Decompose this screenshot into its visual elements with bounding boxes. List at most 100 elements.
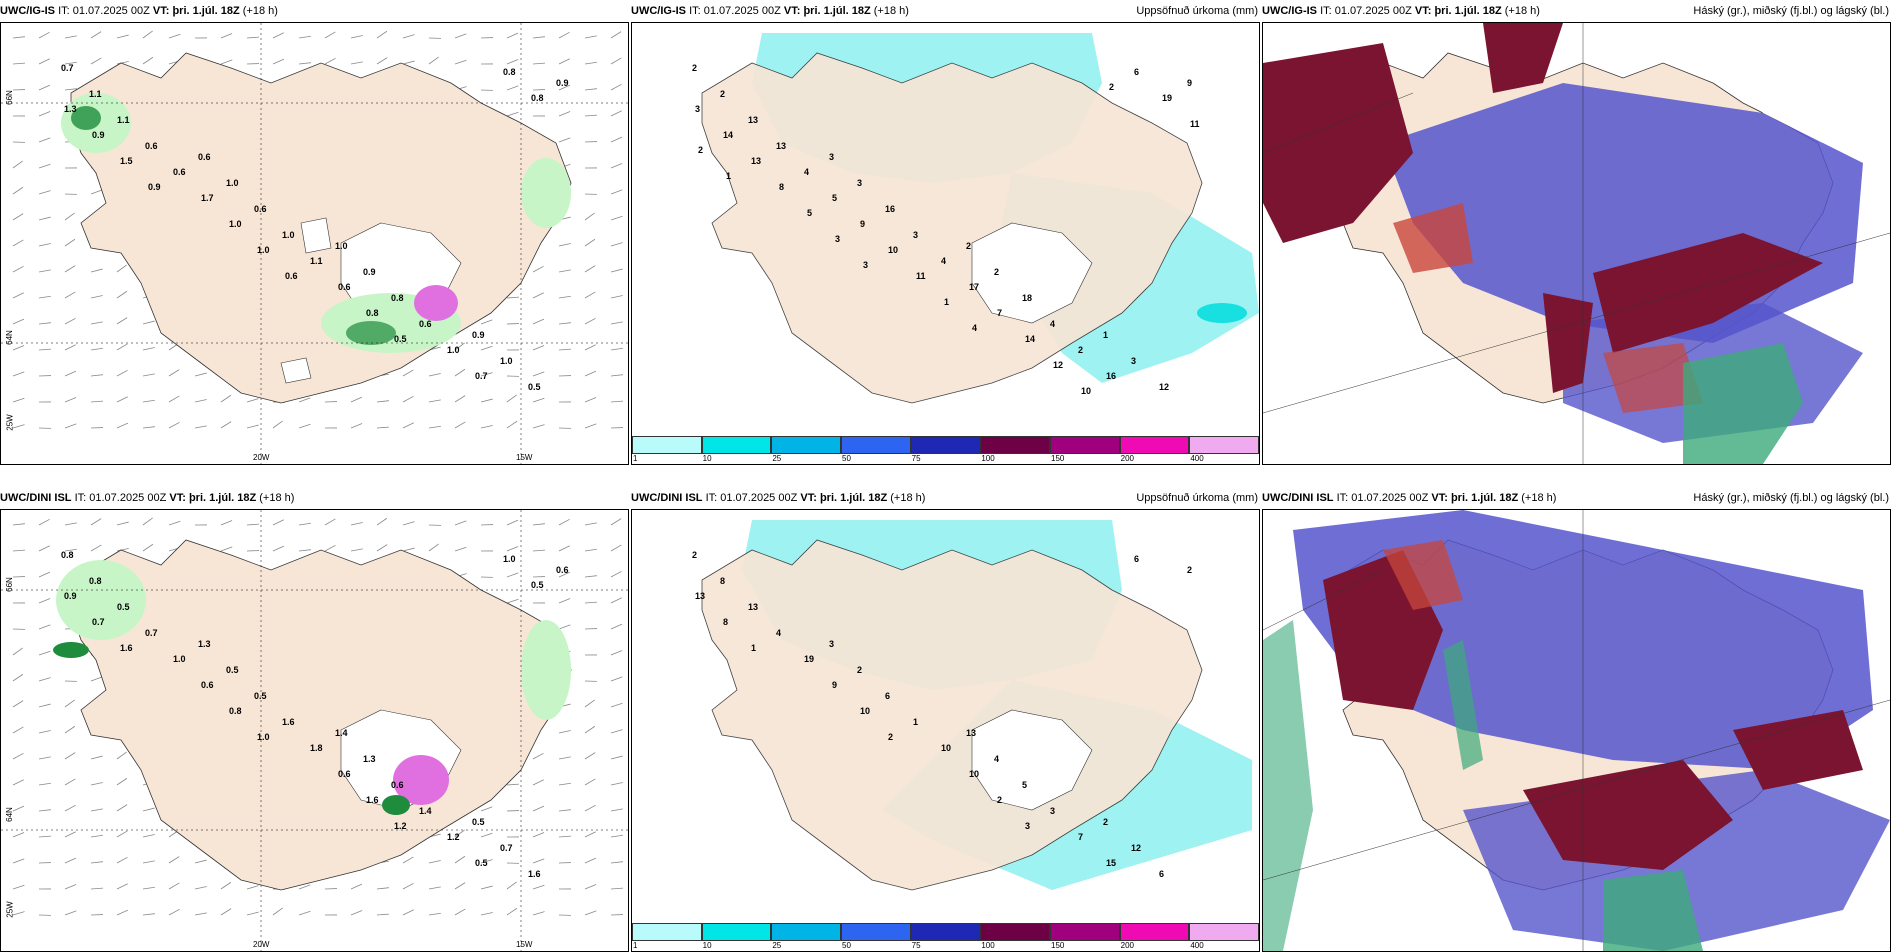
value-label: 4 — [994, 754, 999, 764]
wind-barb — [507, 908, 517, 915]
value-label: 0.5 — [226, 665, 239, 675]
wind-barb — [507, 882, 517, 889]
wind-barb — [429, 373, 441, 376]
value-label: 13 — [748, 115, 758, 125]
panel-precip-dini: UWC/DINI ISL IT: 01.07.2025 00Z VT: þri.… — [631, 487, 1260, 950]
value-label: 10 — [888, 245, 898, 255]
wind-barb — [13, 293, 24, 298]
value-label: 0.8 — [229, 706, 242, 716]
wind-barb — [533, 550, 545, 551]
wind-barb — [585, 700, 595, 707]
value-label: 4 — [804, 167, 809, 177]
colorbar-swatch — [841, 436, 911, 454]
wind-barb — [247, 425, 259, 428]
wind-barb — [91, 835, 103, 837]
colorbar-tick: 25 — [772, 941, 781, 950]
wind-barb — [611, 571, 622, 577]
value-label: 0.5 — [117, 602, 130, 612]
wind-barb — [195, 426, 207, 428]
colorbar-swatch — [911, 923, 981, 941]
lat-label: 25W — [6, 901, 15, 917]
wind-barb — [533, 372, 544, 376]
value-label: 14 — [1025, 334, 1035, 344]
wind-barb — [429, 400, 441, 402]
wind-barb — [585, 36, 597, 38]
wind-barb — [377, 31, 387, 38]
value-label: 1.0 — [500, 356, 513, 366]
value-label: 3 — [829, 152, 834, 162]
map-frame[interactable] — [1262, 509, 1891, 952]
wind-barb — [91, 756, 103, 759]
wind-barb — [585, 602, 597, 603]
wind-barb — [13, 648, 23, 655]
value-label: 1.8 — [310, 743, 323, 753]
wind-barb — [611, 322, 623, 324]
gust-dark-se — [382, 795, 410, 815]
panel-header: UWC/DINI ISL IT: 01.07.2025 00Z VT: þri.… — [631, 487, 1260, 509]
wind-barb — [65, 292, 75, 298]
lon-label: 20W — [253, 940, 269, 949]
value-label: 12 — [1131, 843, 1141, 853]
value-label: 10 — [941, 743, 951, 753]
wind-barb — [507, 395, 517, 402]
colorbar-swatch — [980, 436, 1050, 454]
wind-barb — [585, 832, 596, 837]
map-frame[interactable] — [1262, 22, 1891, 465]
wind-barb — [455, 909, 465, 915]
wind-barb — [559, 59, 570, 64]
wind-barb — [559, 598, 570, 603]
wind-barb — [325, 519, 335, 525]
wind-barb — [117, 831, 127, 837]
wind-barb — [611, 32, 621, 38]
wind-barb — [585, 345, 596, 350]
value-label: 5 — [807, 208, 812, 218]
value-label: 4 — [941, 256, 946, 266]
value-label: 0.9 — [148, 182, 161, 192]
wind-barb — [533, 780, 544, 785]
wind-barb — [533, 524, 545, 525]
wind-barb — [13, 372, 24, 376]
value-label: 2 — [1187, 565, 1192, 575]
value-label: 8 — [720, 576, 725, 586]
value-label: 3 — [1131, 356, 1136, 366]
value-label: 17 — [969, 282, 979, 292]
wind-barb — [39, 111, 50, 116]
value-label: 1.0 — [173, 654, 186, 664]
value-label: 2 — [994, 267, 999, 277]
wind-barb — [533, 885, 544, 889]
colorbar-tick: 200 — [1121, 454, 1134, 463]
value-label: 6 — [1134, 554, 1139, 564]
wind-barb — [247, 886, 259, 889]
value-label: 0.7 — [92, 617, 105, 627]
wind-barb — [611, 519, 621, 525]
value-label: 7 — [997, 308, 1002, 318]
wind-barb — [65, 239, 75, 246]
wind-barb — [39, 651, 50, 655]
wind-barb — [559, 730, 571, 733]
value-label: 1.2 — [394, 821, 407, 831]
wind-barb — [299, 911, 310, 915]
wind-barb — [403, 61, 415, 64]
wind-barb — [91, 888, 103, 889]
value-label: 13 — [748, 602, 758, 612]
value-label: 0.6 — [419, 319, 432, 329]
wind-barb — [91, 545, 101, 551]
wind-barb — [611, 216, 622, 220]
wind-barb — [455, 396, 465, 402]
wind-barb — [351, 35, 363, 38]
wind-barb — [299, 523, 311, 525]
wind-barb — [585, 911, 596, 915]
wind-barb — [377, 427, 389, 428]
colorbar-swatch — [1050, 436, 1120, 454]
wind-barb — [585, 884, 596, 889]
wind-barb — [403, 548, 415, 551]
value-label: 1.6 — [120, 643, 133, 653]
wind-barb — [169, 396, 179, 402]
wind-barb — [533, 806, 544, 811]
wind-barb — [507, 599, 518, 603]
value-label: 10 — [860, 706, 870, 716]
